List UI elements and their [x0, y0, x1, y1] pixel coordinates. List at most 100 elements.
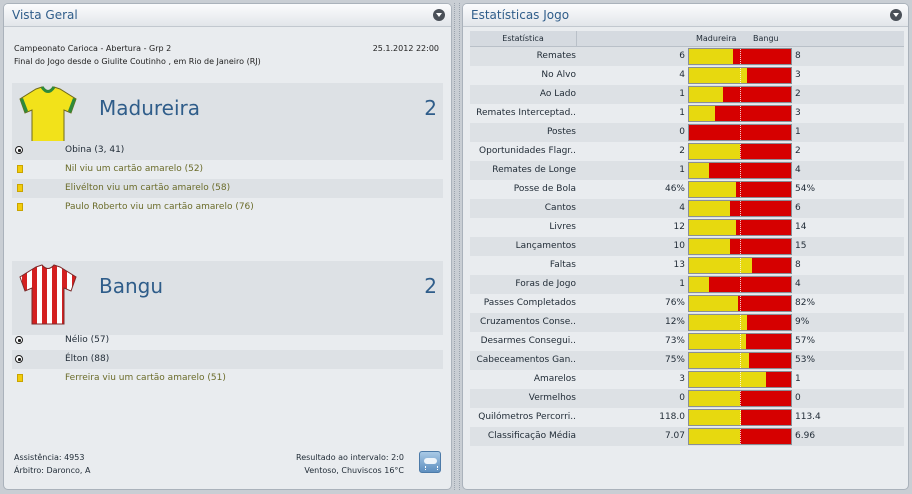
- stat-row: Vermelhos 0 0: [470, 389, 904, 408]
- stat-bar-home-fill: [689, 106, 715, 121]
- panel-splitter[interactable]: [454, 3, 460, 490]
- stats-panel: Estatísticas Jogo Estatística Madureira …: [462, 3, 909, 490]
- stat-bar-midline: [740, 125, 741, 140]
- stat-label: Lançamentos: [515, 241, 576, 251]
- stat-label: Desarmes Consegui..: [480, 336, 576, 346]
- stat-row: Quilómetros Percorri.. 118.0 113.4: [470, 408, 904, 427]
- stat-comparison-bar: [688, 105, 792, 122]
- stat-home-value: 10: [673, 241, 685, 251]
- stat-home-value: 2: [679, 146, 685, 156]
- stat-bar-home-fill: [689, 315, 747, 330]
- stat-row: Ao Lado 1 2: [470, 85, 904, 104]
- stat-home-value: 12: [673, 222, 685, 232]
- stat-bar-home-fill: [689, 277, 709, 292]
- column-header-statistic[interactable]: Estatística: [470, 31, 577, 47]
- referee[interactable]: Árbitro: Daronco, A: [14, 466, 91, 475]
- card-event: Paulo Roberto viu um cartão amarelo (76): [12, 198, 443, 217]
- stat-row: Cruzamentos Conse.. 12% 9%: [470, 313, 904, 332]
- column-header-home[interactable]: Madureira: [696, 34, 737, 43]
- stat-bar-home-fill: [689, 201, 730, 216]
- match-footer-left: Assistência: 4953 Árbitro: Daronco, A: [14, 451, 90, 477]
- event-text[interactable]: Ferreira viu um cartão amarelo (51): [65, 373, 226, 383]
- stat-bar-home-fill: [689, 258, 752, 273]
- stat-row: Posse de Bola 46% 54%: [470, 180, 904, 199]
- goal-event: Élton (88): [12, 350, 443, 369]
- stat-home-value: 13: [673, 260, 685, 270]
- stat-label: Livres: [549, 222, 576, 232]
- stat-comparison-bar: [688, 238, 792, 255]
- stat-away-value: 8: [795, 260, 801, 270]
- stat-comparison-bar: [688, 257, 792, 274]
- event-text[interactable]: Obina (3, 41): [65, 145, 125, 155]
- match-info: Campeonato Carioca - Abertura - Grp 2 25…: [14, 42, 439, 68]
- stat-home-value: 0: [679, 393, 685, 403]
- home-team-name[interactable]: Madureira: [99, 96, 201, 120]
- stat-comparison-bar: [688, 124, 792, 141]
- overview-header: Vista Geral: [4, 4, 451, 27]
- stat-bar-home-fill: [689, 49, 733, 64]
- stat-bar-midline: [740, 239, 741, 254]
- stat-away-value: 4: [795, 279, 801, 289]
- stat-bar-midline: [740, 163, 741, 178]
- stat-label: Oportunidades Flagr..: [479, 146, 576, 156]
- stat-home-value: 73%: [664, 336, 685, 346]
- halftime-result: Resultado ao intervalo: 2:0: [296, 453, 404, 462]
- stat-bar-midline: [740, 277, 741, 292]
- stat-bar-midline: [740, 258, 741, 273]
- event-text[interactable]: Paulo Roberto viu um cartão amarelo (76): [65, 202, 254, 212]
- stat-home-value: 1: [679, 279, 685, 289]
- column-header-away[interactable]: Bangu: [753, 34, 779, 43]
- stat-label: Cantos: [544, 203, 576, 213]
- stat-label: Faltas: [549, 260, 576, 270]
- stat-away-value: 82%: [795, 298, 816, 308]
- stat-bar-midline: [740, 220, 741, 235]
- stat-away-value: 3: [795, 70, 801, 80]
- stat-label: Amarelos: [533, 374, 576, 384]
- stat-away-value: 0: [795, 393, 801, 403]
- stat-away-value: 54%: [795, 184, 816, 194]
- overview-panel: Vista Geral Campeonato Carioca - Abertur…: [3, 3, 452, 490]
- stat-row: Amarelos 3 1: [470, 370, 904, 389]
- stat-label: Passes Completados: [483, 298, 576, 308]
- stat-bar-home-fill: [689, 372, 766, 387]
- stat-label: Remates Interceptad..: [476, 108, 576, 118]
- stat-bar-home-fill: [689, 163, 709, 178]
- stat-row: Remates Interceptad.. 1 3: [470, 104, 904, 123]
- competition-name: Campeonato Carioca - Abertura - Grp 2: [14, 44, 172, 53]
- stat-away-value: 6.96: [795, 431, 816, 441]
- stat-label: Ao Lado: [539, 89, 576, 99]
- stat-home-value: 6: [679, 51, 685, 61]
- stat-comparison-bar: [688, 333, 792, 350]
- stat-bar-midline: [740, 68, 741, 83]
- stat-bar-home-fill: [689, 296, 738, 311]
- stat-bar-home-fill: [689, 239, 730, 254]
- stat-bar-midline: [740, 296, 741, 311]
- yellow-card-icon: [17, 203, 23, 211]
- goal-event: Nélio (57): [12, 331, 443, 350]
- ball-icon: [15, 355, 23, 363]
- stat-comparison-bar: [688, 143, 792, 160]
- card-event: Elivélton viu um cartão amarelo (58): [12, 179, 443, 198]
- chevron-down-icon[interactable]: [890, 9, 902, 21]
- away-team-name[interactable]: Bangu: [99, 274, 164, 298]
- event-text[interactable]: Elivélton viu um cartão amarelo (58): [65, 183, 231, 193]
- stat-comparison-bar: [688, 276, 792, 293]
- event-text[interactable]: Nil viu um cartão amarelo (52): [65, 164, 204, 174]
- ball-icon: [15, 146, 23, 154]
- event-text[interactable]: Nélio (57): [65, 335, 110, 345]
- stat-home-value: 1: [679, 165, 685, 175]
- home-shirt-icon: [19, 86, 77, 147]
- stat-home-value: 3: [679, 374, 685, 384]
- stat-home-value: 1: [679, 89, 685, 99]
- stat-row: Passes Completados 76% 82%: [470, 294, 904, 313]
- chevron-down-icon[interactable]: [433, 9, 445, 21]
- stat-row: Classificação Média 7.07 6.96: [470, 427, 904, 446]
- card-event: Nil viu um cartão amarelo (52): [12, 160, 443, 179]
- stat-bar-home-fill: [689, 182, 736, 197]
- stat-bar-midline: [740, 334, 741, 349]
- event-text[interactable]: Élton (88): [65, 354, 110, 364]
- home-events-list: Obina (3, 41) Nil viu um cartão amarelo …: [12, 141, 443, 217]
- stat-bar-midline: [740, 410, 741, 425]
- stat-away-value: 1: [795, 127, 801, 137]
- stat-away-value: 2: [795, 146, 801, 156]
